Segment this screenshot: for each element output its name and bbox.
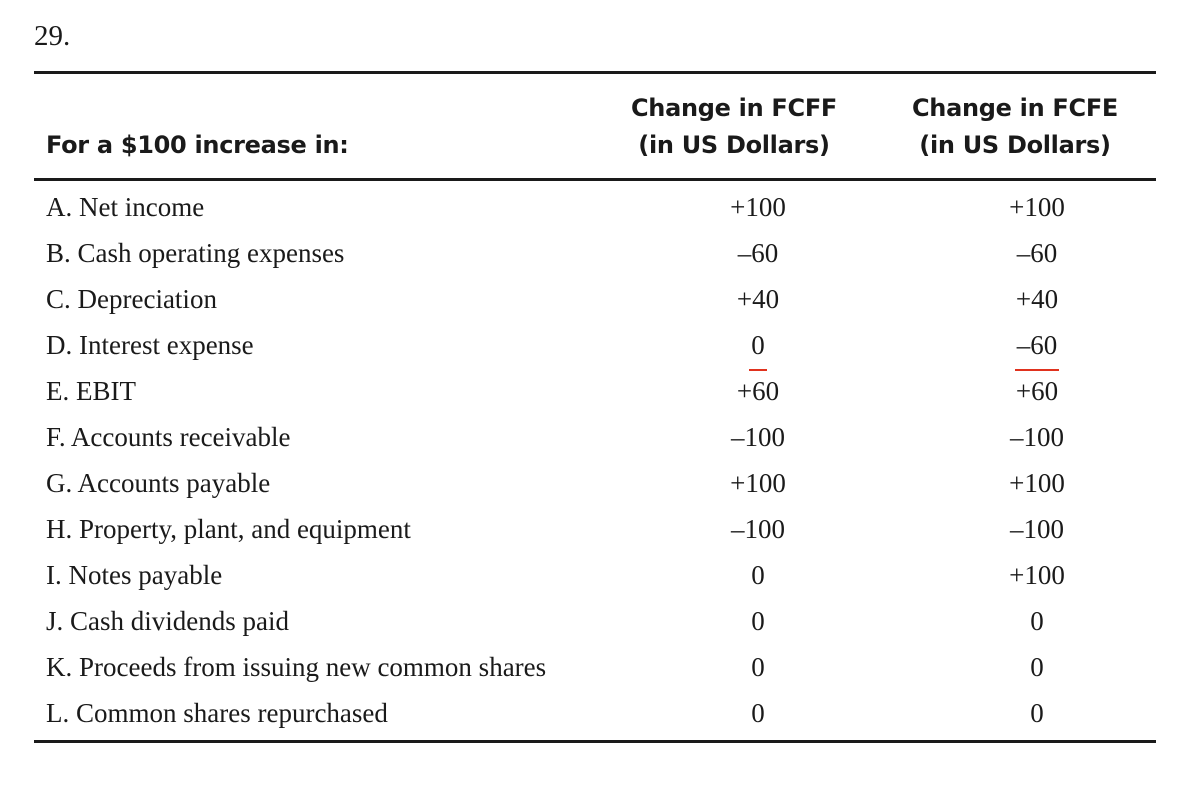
fcfe-value: 0 — [1030, 652, 1044, 682]
question-number: 29. — [34, 20, 71, 52]
table-row: K. Proceeds from issuing new common shar… — [34, 644, 1156, 690]
header-fcfe-line2: (in US Dollars) — [919, 131, 1111, 159]
fcfe-value: –100 — [1010, 514, 1064, 544]
fcff-cell: +100 — [594, 460, 874, 506]
fcfe-cell: +100 — [874, 552, 1156, 598]
fcff-value: –100 — [731, 422, 785, 452]
table-row: H. Property, plant, and equipment –100 –… — [34, 506, 1156, 552]
fcff-value-underlined: 0 — [749, 327, 767, 371]
row-label: E. EBIT — [46, 376, 136, 406]
fcfe-value: 0 — [1030, 698, 1044, 728]
fcfe-cell: +100 — [874, 460, 1156, 506]
fcff-value: +100 — [730, 192, 786, 222]
table-row: A. Net income +100 +100 — [34, 180, 1156, 231]
row-label: F. Accounts receivable — [46, 422, 291, 452]
row-label: L. Common shares repurchased — [46, 698, 388, 728]
fcff-value: –60 — [737, 238, 779, 268]
fcfe-value-underlined: –60 — [1014, 327, 1059, 371]
fcfe-value: –60 — [1016, 238, 1058, 268]
header-fcff-line2: (in US Dollars) — [638, 131, 830, 159]
row-label: K. Proceeds from issuing new common shar… — [46, 652, 547, 682]
fcff-cell: 0 — [594, 644, 874, 690]
table-row: B. Cash operating expenses –60 –60 — [34, 230, 1156, 276]
fcff-value: 0 — [751, 698, 765, 728]
header-fcfe: Change in FCFE (in US Dollars) — [874, 72, 1156, 181]
fcff-cell: 0 — [594, 552, 874, 598]
row-label: D. Interest expense — [46, 330, 254, 360]
header-fcfe-line1: Change in FCFE — [911, 94, 1119, 122]
fcfe-cell: –60 — [874, 230, 1156, 276]
table-row: F. Accounts receivable –100 –100 — [34, 414, 1156, 460]
fcfe-cell: –60 — [874, 322, 1156, 371]
fcfe-value: +100 — [1009, 560, 1065, 590]
header-fcff-line1: Change in FCFF — [630, 94, 838, 122]
fcff-cell: +100 — [594, 180, 874, 231]
fcff-cell: –100 — [594, 414, 874, 460]
fcff-fcfe-table-container: For a $100 increase in: Change in FCFF (… — [34, 71, 1156, 743]
fcfe-cell: +40 — [874, 276, 1156, 322]
fcff-cell: 0 — [594, 322, 874, 371]
fcff-value: +40 — [736, 284, 780, 314]
table-header: For a $100 increase in: Change in FCFF (… — [34, 72, 1156, 181]
fcff-cell: –100 — [594, 506, 874, 552]
table-row: E. EBIT +60 +60 — [34, 368, 1156, 414]
row-label: A. Net income — [46, 192, 205, 222]
fcff-cell: 0 — [594, 690, 874, 742]
fcfe-cell: –100 — [874, 506, 1156, 552]
table-row: I. Notes payable 0 +100 — [34, 552, 1156, 598]
fcff-cell: +60 — [594, 368, 874, 414]
header-fcff: Change in FCFF (in US Dollars) — [594, 72, 874, 181]
fcff-value: –100 — [731, 514, 785, 544]
row-label: B. Cash operating expenses — [46, 238, 345, 268]
table-row: G. Accounts payable +100 +100 — [34, 460, 1156, 506]
table-row: L. Common shares repurchased 0 0 — [34, 690, 1156, 742]
table-row: J. Cash dividends paid 0 0 — [34, 598, 1156, 644]
fcff-cell: –60 — [594, 230, 874, 276]
fcff-cell: 0 — [594, 598, 874, 644]
header-row: For a $100 increase in: Change in FCFF (… — [34, 72, 1156, 181]
fcff-value: 0 — [751, 606, 765, 636]
row-label: J. Cash dividends paid — [46, 606, 289, 636]
fcfe-cell: 0 — [874, 690, 1156, 742]
row-label: C. Depreciation — [46, 284, 217, 314]
fcfe-cell: 0 — [874, 598, 1156, 644]
fcfe-cell: +100 — [874, 180, 1156, 231]
fcfe-value: +100 — [1009, 468, 1065, 498]
header-label: For a $100 increase in: — [34, 72, 594, 181]
row-label: G. Accounts payable — [46, 468, 271, 498]
fcfe-value: +40 — [1015, 284, 1059, 314]
fcfe-cell: +60 — [874, 368, 1156, 414]
table-row: D. Interest expense 0 –60 — [34, 322, 1156, 371]
fcff-fcfe-table: For a $100 increase in: Change in FCFF (… — [34, 71, 1156, 743]
fcff-value: +60 — [736, 376, 780, 406]
fcff-value: +100 — [730, 468, 786, 498]
row-label: I. Notes payable — [46, 560, 223, 590]
fcfe-value: +60 — [1015, 376, 1059, 406]
fcfe-value: +100 — [1009, 192, 1065, 222]
fcfe-cell: –100 — [874, 414, 1156, 460]
fcfe-value: 0 — [1030, 606, 1044, 636]
fcff-cell: +40 — [594, 276, 874, 322]
fcff-value: 0 — [751, 560, 765, 590]
row-label: H. Property, plant, and equipment — [46, 514, 411, 544]
table-body: A. Net income +100 +100 B. Cash operatin… — [34, 180, 1156, 742]
fcff-value: 0 — [751, 652, 765, 682]
fcfe-cell: 0 — [874, 644, 1156, 690]
fcfe-value: –100 — [1010, 422, 1064, 452]
table-row: C. Depreciation +40 +40 — [34, 276, 1156, 322]
